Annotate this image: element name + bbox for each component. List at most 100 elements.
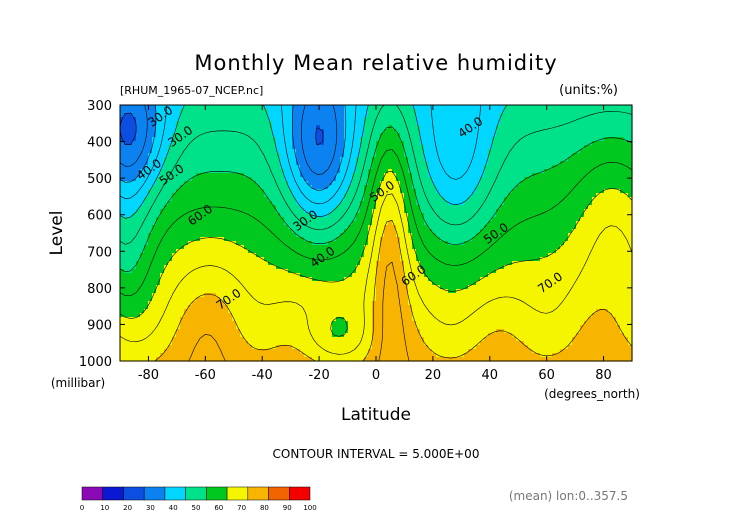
field-cell [256,249,261,254]
field-cell [156,201,161,206]
field-cell [276,105,281,110]
field-cell [584,217,589,222]
field-cell [200,105,205,110]
field-cell [488,193,493,198]
field-cell [308,113,313,118]
field-cell [496,165,501,170]
field-cell [284,197,289,202]
field-cell [224,109,229,114]
field-cell [424,249,429,254]
field-cell [300,113,305,118]
field-cell [244,125,249,130]
field-cell [220,181,225,186]
field-cell [224,149,229,154]
field-cell [424,257,429,262]
field-cell [380,165,385,170]
field-cell [252,245,257,250]
field-cell [404,209,409,214]
field-cell [384,153,389,158]
field-cell [480,133,485,138]
field-cell [440,141,445,146]
field-cell [292,173,297,178]
field-cell [144,193,149,198]
field-cell [360,105,365,110]
field-cell [556,113,561,118]
field-cell [316,137,321,142]
field-cell [328,141,333,146]
field-cell [172,157,177,162]
field-cell [520,249,525,254]
field-cell [532,213,537,218]
field-cell [612,193,617,198]
field-cell [424,157,429,162]
field-cell [460,177,465,182]
field-cell [428,169,433,174]
field-cell [220,121,225,126]
field-cell [524,153,529,158]
field-cell [392,189,397,194]
field-cell [412,253,417,258]
field-cell [300,237,305,242]
field-cell [300,253,305,258]
field-cell [172,181,177,186]
field-cell [612,141,617,146]
field-cell [424,233,429,238]
field-cell [120,113,125,118]
field-cell [368,121,373,126]
field-cell [436,129,441,134]
field-cell [244,109,249,114]
field-cell [324,233,329,238]
field-cell [276,245,281,250]
field-cell [360,153,365,158]
field-cell [476,169,481,174]
field-cell [160,185,165,190]
field-cell [360,253,365,258]
field-cell [464,173,469,178]
field-cell [132,201,137,206]
field-cell [584,177,589,182]
field-cell [336,249,341,254]
field-cell [148,257,153,262]
field-cell [228,149,233,154]
field-cell [552,121,557,126]
field-cell [324,129,329,134]
field-cell [568,161,573,166]
field-cell [152,177,157,182]
field-cell [244,237,249,242]
field-cell [224,173,229,178]
field-cell [516,177,521,182]
field-cell [604,213,609,218]
field-cell [348,181,353,186]
field-cell [548,141,553,146]
field-cell [256,241,261,246]
field-cell [176,121,181,126]
field-cell [568,257,573,262]
field-cell [428,221,433,226]
field-cell [388,133,393,138]
field-cell [404,129,409,134]
field-cell [492,125,497,130]
field-cell [444,173,449,178]
field-cell [184,149,189,154]
field-cell [364,233,369,238]
field-cell [356,129,361,134]
field-cell [488,121,493,126]
field-cell [464,125,469,130]
field-cell [576,165,581,170]
field-cell [308,117,313,122]
field-cell [468,169,473,174]
field-cell [516,241,521,246]
field-cell [336,245,341,250]
field-cell [388,197,393,202]
field-cell [332,229,337,234]
field-cell [368,229,373,234]
field-cell [324,205,329,210]
field-cell [452,149,457,154]
field-cell [220,125,225,130]
field-cell [352,193,357,198]
field-cell [364,113,369,118]
field-cell [416,153,421,158]
field-cell [580,113,585,118]
field-cell [520,133,525,138]
field-cell [268,253,273,258]
